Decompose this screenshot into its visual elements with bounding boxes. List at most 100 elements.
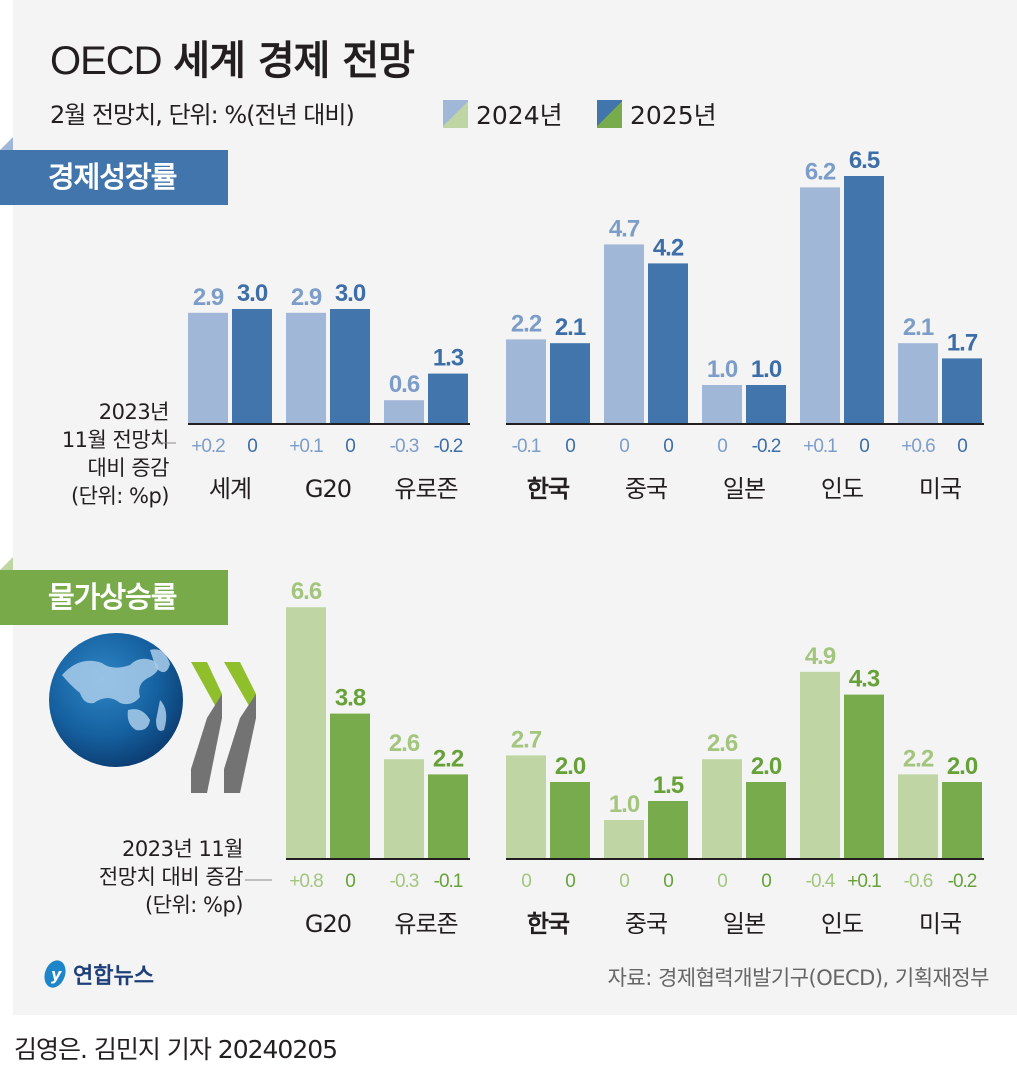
inflation-value-label: 2.2 xyxy=(903,745,934,772)
growth-change-label: 0 xyxy=(717,436,727,457)
legend-2025: 2025년 xyxy=(597,96,717,132)
inflation-change-label: -0.4 xyxy=(806,871,836,892)
inflation-category-label: G20 xyxy=(305,910,351,938)
inflation-change-note: 2023년 11월 전망치 대비 증감 (단위: %p) xyxy=(99,835,244,919)
growth-change-label: 0 xyxy=(247,436,257,457)
growth-bar-2025 xyxy=(844,176,884,423)
logo-text: 연합뉴스 xyxy=(73,964,154,989)
inflation-change-label: +0.8 xyxy=(289,871,323,892)
growth-bar-2024 xyxy=(604,244,644,423)
inflation-value-label: 2.2 xyxy=(433,745,464,772)
inflation-value-label: 4.9 xyxy=(805,643,836,670)
legend-label-2024: 2024년 xyxy=(476,101,563,130)
inflation-change-label: 0 xyxy=(619,871,629,892)
inflation-category-label: 일본 xyxy=(723,910,765,938)
growth-change-label: 0 xyxy=(663,436,673,457)
growth-change-label: 0 xyxy=(345,436,355,457)
growth-bar-2025 xyxy=(942,358,982,423)
byline: 김영은. 김민지 기자 20240205 xyxy=(14,1035,338,1064)
growth-change-label: 0 xyxy=(565,436,575,457)
growth-category-label: 인도 xyxy=(821,475,863,503)
growth-change-label: -0.1 xyxy=(512,436,541,457)
growth-bar-2025 xyxy=(550,343,590,423)
subtitle: 2월 전망치, 단위: %(전년 대비) xyxy=(50,101,355,129)
inflation-value-label: 1.5 xyxy=(653,772,684,799)
page-title: OECD 세계 경제 전망 xyxy=(50,28,415,86)
yonhap-logo: y 연합뉴스 xyxy=(40,958,154,990)
growth-value-label: 3.0 xyxy=(237,280,268,307)
inflation-value-label: 6.6 xyxy=(291,578,322,605)
inflation-value-label: 4.3 xyxy=(849,666,880,693)
inflation-bar-2025 xyxy=(550,782,590,858)
inflation-change-label: -0.6 xyxy=(904,871,933,892)
inflation-change-label: 0 xyxy=(761,871,771,892)
growth-value-label: 1.3 xyxy=(433,345,464,372)
inflation-bar-2024 xyxy=(898,774,938,858)
growth-bar-2025 xyxy=(428,373,468,423)
title-korean: 세계 경제 전망 xyxy=(173,38,415,84)
growth-bar-2024 xyxy=(506,339,546,423)
note-line: 2023년 11월 xyxy=(122,837,243,861)
inflation-category-label: 미국 xyxy=(919,910,961,938)
inflation-bar-2025 xyxy=(844,694,884,858)
growth-change-label: -0.3 xyxy=(390,436,419,457)
growth-category-label: 세계 xyxy=(209,475,251,503)
growth-value-label: 6.5 xyxy=(849,147,880,174)
inflation-bar-2025 xyxy=(428,774,468,858)
inflation-bar-2024 xyxy=(506,755,546,858)
growth-change-label: +0.6 xyxy=(901,436,935,457)
growth-value-label: 6.2 xyxy=(805,158,836,185)
source-note: 자료: 경제협력개발기구(OECD), 기획재정부 xyxy=(607,966,990,990)
note-line: 대비 증감 xyxy=(87,456,170,480)
yonhap-logo-icon: y xyxy=(44,960,66,988)
legend-2024: 2024년 xyxy=(443,96,563,132)
growth-change-label: -0.2 xyxy=(434,436,463,457)
growth-change-label: 0 xyxy=(957,436,967,457)
inflation-category-label: 유로존 xyxy=(394,910,457,938)
growth-title: 경제성장률 xyxy=(48,160,177,194)
growth-bar-2024 xyxy=(286,312,326,423)
growth-bar-2025 xyxy=(746,385,786,423)
note-line: (단위: %p) xyxy=(144,893,244,917)
note-line: 2023년 xyxy=(98,400,170,424)
inflation-value-label: 2.0 xyxy=(947,753,978,780)
inflation-change-label: -0.1 xyxy=(434,871,463,892)
note-line: 11월 전망치 xyxy=(61,428,170,452)
inflation-change-label: 0 xyxy=(345,871,355,892)
inflation-change-label: +0.1 xyxy=(847,871,881,892)
legend-label-2025: 2025년 xyxy=(630,101,717,130)
growth-value-label: 1.7 xyxy=(947,329,978,356)
growth-category-label: 중국 xyxy=(625,475,667,503)
globe-icon xyxy=(49,633,183,767)
growth-bar-2024 xyxy=(800,187,840,423)
growth-change-label: +0.2 xyxy=(191,436,225,457)
oecd-logo-icon xyxy=(191,662,256,793)
banner-fold xyxy=(0,557,13,570)
inflation-bar-2025 xyxy=(746,782,786,858)
inflation-value-label: 2.0 xyxy=(751,753,782,780)
growth-category-label: 미국 xyxy=(919,475,961,503)
inflation-bar-2024 xyxy=(702,759,742,858)
svg-text:y: y xyxy=(51,965,62,984)
inflation-change-label: 0 xyxy=(663,871,673,892)
growth-bar-2024 xyxy=(702,385,742,423)
title-oecd: OECD xyxy=(50,39,163,83)
growth-value-label: 1.0 xyxy=(751,356,782,383)
growth-change-label: -0.2 xyxy=(752,436,781,457)
growth-bar-2025 xyxy=(330,309,370,423)
growth-bar-2024 xyxy=(384,400,424,423)
growth-change-label: 0 xyxy=(859,436,869,457)
inflation-change-label: 0 xyxy=(717,871,727,892)
inflation-value-label: 2.6 xyxy=(389,730,420,757)
inflation-category-label: 인도 xyxy=(821,910,863,938)
growth-change-label: +0.1 xyxy=(289,436,323,457)
legend-swatch-2025 xyxy=(597,100,622,128)
inflation-change-label: 0 xyxy=(565,871,575,892)
inflation-bar-2025 xyxy=(648,801,688,858)
growth-value-label: 2.2 xyxy=(511,310,542,337)
inflation-change-label: -0.2 xyxy=(948,871,977,892)
inflation-value-label: 2.0 xyxy=(555,753,586,780)
inflation-value-label: 3.8 xyxy=(335,685,366,712)
note-line: (단위: %p) xyxy=(70,484,170,508)
